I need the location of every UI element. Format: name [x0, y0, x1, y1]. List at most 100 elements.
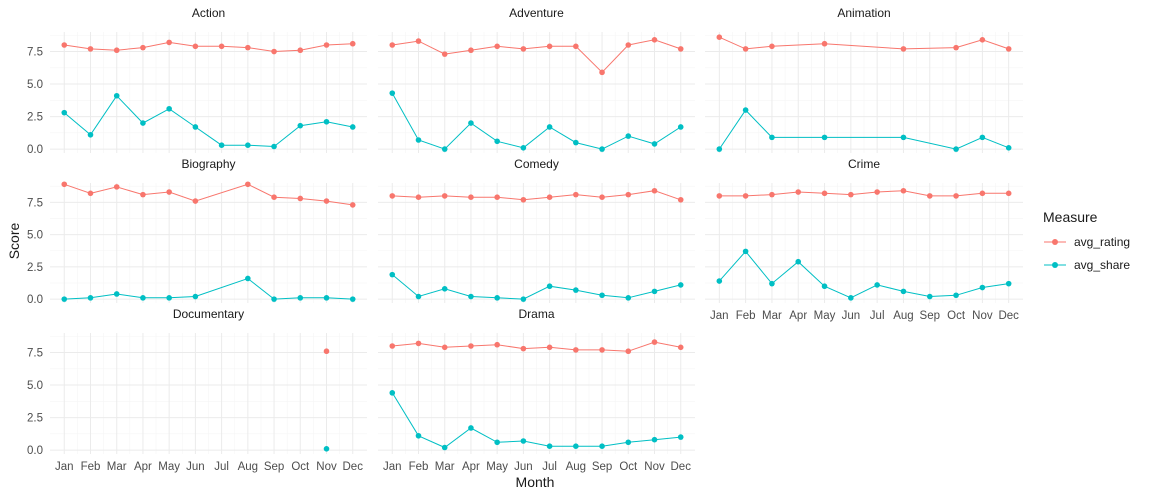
- data-point-avg-share: [769, 280, 775, 287]
- data-point-avg-rating: [61, 42, 68, 48]
- data-point-avg-share: [900, 288, 907, 295]
- x-tick-label: Sep: [592, 461, 612, 473]
- series-line-avg-rating: [392, 341, 681, 352]
- panel-title-drama: Drama: [518, 307, 554, 321]
- series-line-avg-rating: [64, 41, 353, 53]
- data-point-avg-share: [546, 124, 553, 130]
- data-point-avg-share: [573, 139, 579, 146]
- data-point-avg-rating: [520, 46, 527, 52]
- series-line-avg-share: [391, 92, 681, 150]
- data-point-avg-share: [677, 434, 684, 440]
- data-point-avg-rating: [245, 181, 251, 188]
- data-point-avg-rating: [677, 46, 684, 52]
- data-point-avg-share: [494, 439, 500, 446]
- data-point-avg-share: [742, 248, 749, 255]
- data-point-avg-rating: [573, 347, 579, 353]
- data-point-avg-rating: [821, 40, 828, 47]
- data-point-avg-rating: [87, 46, 94, 52]
- data-point-avg-rating: [441, 51, 448, 57]
- panel-title-animation: Animation: [837, 6, 890, 20]
- data-point-avg-share: [953, 146, 959, 152]
- data-point-avg-share: [742, 107, 749, 113]
- series-line-avg-share: [391, 392, 681, 449]
- data-point-avg-share: [140, 120, 146, 126]
- data-point-avg-rating: [979, 37, 986, 43]
- data-point-avg-rating: [651, 187, 658, 194]
- data-point-avg-share: [113, 92, 120, 99]
- data-point-avg-share: [599, 443, 605, 449]
- data-point-avg-rating: [271, 194, 277, 200]
- y-tick-label: 0.0: [27, 294, 43, 306]
- data-point-avg-rating: [323, 42, 330, 48]
- data-point-avg-share: [625, 133, 632, 139]
- x-tick-label: May: [486, 461, 508, 473]
- data-point-avg-rating: [441, 193, 448, 199]
- x-tick-label: Aug: [893, 310, 913, 322]
- data-point-avg-rating: [441, 344, 448, 351]
- data-point-avg-rating: [297, 195, 304, 202]
- data-point-avg-share: [441, 286, 448, 292]
- panel-title-biography: Biography: [181, 157, 235, 171]
- data-point-avg-rating: [520, 345, 527, 352]
- legend-key-point-avg-share: [1052, 262, 1058, 268]
- x-tick-label: Mar: [107, 461, 127, 473]
- x-tick-label: Dec: [671, 461, 692, 473]
- data-point-avg-share: [546, 283, 553, 290]
- data-point-avg-rating: [979, 190, 986, 197]
- x-tick-label: May: [158, 461, 180, 473]
- y-tick-label: 7.5: [27, 47, 43, 59]
- data-point-avg-rating: [546, 43, 553, 50]
- panel-action: Action 0.0 2.5 5.0 7.5: [27, 6, 367, 156]
- x-tick-label: Apr: [789, 310, 807, 322]
- data-point-avg-share: [468, 120, 474, 126]
- data-point-avg-rating: [874, 189, 880, 195]
- data-point-avg-rating: [716, 193, 723, 199]
- y-tick-label: 0.0: [27, 445, 43, 457]
- data-point-avg-share: [651, 436, 658, 443]
- x-tick-label: Jul: [214, 461, 229, 473]
- x-tick-label: Jan: [55, 461, 74, 473]
- series-line-avg-share: [718, 250, 1009, 299]
- x-tick-label: Oct: [947, 310, 966, 322]
- series-line-avg-rating: [392, 190, 681, 201]
- data-point-avg-rating: [494, 194, 500, 200]
- data-point-avg-rating: [599, 69, 605, 76]
- data-point-avg-rating: [953, 44, 959, 51]
- data-point-avg-rating: [926, 193, 933, 199]
- data-point-avg-rating: [716, 34, 723, 41]
- data-point-avg-share: [1005, 144, 1012, 151]
- data-point-avg-rating: [468, 343, 474, 349]
- data-point-avg-share: [716, 146, 723, 152]
- data-point-avg-rating: [218, 43, 225, 50]
- data-point-avg-share: [192, 124, 199, 130]
- x-tick-label: Sep: [264, 461, 284, 473]
- data-point-avg-rating: [245, 44, 251, 51]
- data-point-avg-share: [795, 258, 802, 265]
- data-point-avg-share: [349, 296, 356, 302]
- data-point-avg-share: [625, 295, 632, 301]
- series-line-avg-share: [63, 95, 353, 148]
- data-point-avg-share: [821, 134, 828, 141]
- series-line-avg-rating: [719, 190, 1009, 197]
- data-point-avg-share: [441, 146, 448, 152]
- data-point-avg-share: [297, 295, 304, 301]
- data-point-avg-share: [677, 124, 684, 130]
- data-point-avg-rating: [625, 42, 632, 48]
- x-tick-label: Nov: [644, 461, 665, 473]
- data-point-avg-share: [192, 293, 199, 300]
- data-point-avg-share: [848, 295, 854, 301]
- data-point-avg-share: [468, 293, 474, 300]
- data-point-avg-share: [61, 109, 68, 116]
- data-point-avg-rating: [1005, 190, 1012, 197]
- data-point-avg-rating: [389, 343, 396, 349]
- data-point-avg-share: [415, 432, 422, 439]
- data-point-avg-share: [61, 296, 68, 302]
- data-point-avg-share: [520, 144, 527, 151]
- data-point-avg-share: [874, 282, 880, 288]
- x-tick-label: Jun: [186, 461, 205, 473]
- data-point-avg-share: [415, 137, 422, 143]
- y-axis-title: Score: [6, 223, 22, 260]
- data-point-avg-rating: [468, 47, 474, 54]
- y-tick-label: 2.5: [27, 112, 43, 124]
